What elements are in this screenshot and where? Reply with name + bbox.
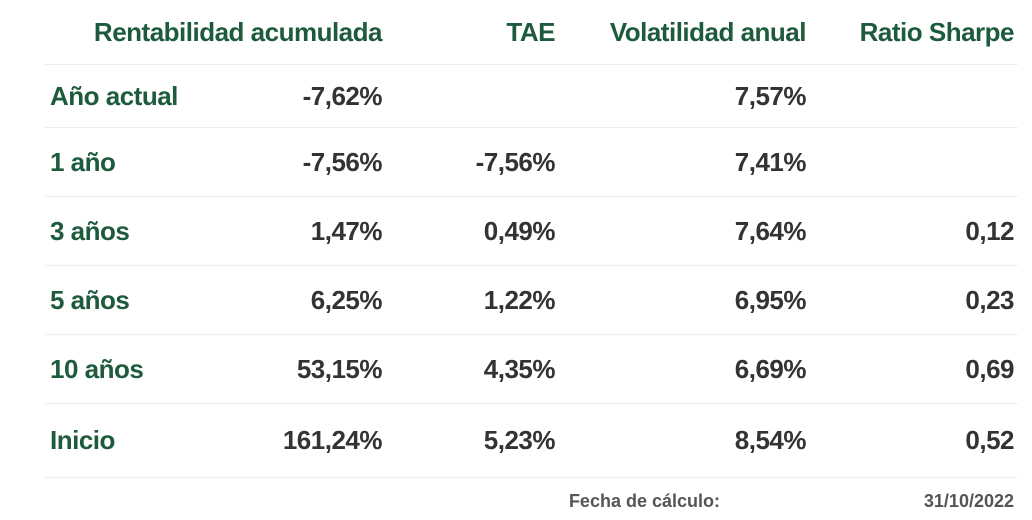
tae-value: -7,56% xyxy=(475,146,556,177)
cumulative-return-value: 161,24% xyxy=(282,425,383,455)
period-label: Inicio xyxy=(50,425,115,455)
tae-value: 0,49% xyxy=(483,215,556,246)
header-tae: TAE xyxy=(506,16,555,47)
annual-volatility-value: 6,95% xyxy=(734,284,807,315)
period-label: Año actual xyxy=(50,80,178,111)
table-row: 3 años 1,47% 0,49% 7,64% 0,12 xyxy=(44,197,1018,266)
table-footer: Fecha de cálculo: 31/10/2022 xyxy=(44,486,1018,516)
table-header-row: Rentabilidad acumulada TAE Volatilidad a… xyxy=(44,0,1018,65)
annual-volatility-value: 7,57% xyxy=(734,80,807,111)
tae-value: 4,35% xyxy=(483,353,556,384)
period-label: 1 año xyxy=(50,146,116,177)
cumulative-return-value: -7,56% xyxy=(302,146,383,177)
annual-volatility-value: 7,41% xyxy=(734,146,807,177)
cumulative-return-value: 1,47% xyxy=(310,215,383,246)
sharpe-ratio-value: 0,12 xyxy=(965,215,1014,246)
header-annual-volatility: Volatilidad anual xyxy=(609,16,807,47)
period-label: 10 años xyxy=(50,353,144,384)
sharpe-ratio-value: 0,69 xyxy=(965,353,1014,384)
table-row: Inicio 161,24% 5,23% 8,54% 0,52 xyxy=(44,404,1018,478)
calculation-date-label: Fecha de cálculo: xyxy=(568,490,720,511)
annual-volatility-value: 6,69% xyxy=(734,353,807,384)
tae-value: 5,23% xyxy=(483,425,556,455)
table-row: Año actual -7,62% 7,57% xyxy=(44,65,1018,128)
header-cumulative-return: Rentabilidad acumulada xyxy=(93,16,383,47)
sharpe-ratio-value: 0,23 xyxy=(965,284,1014,315)
period-label: 3 años xyxy=(50,215,130,246)
returns-table: Rentabilidad acumulada TAE Volatilidad a… xyxy=(44,0,1018,478)
cumulative-return-value: 6,25% xyxy=(310,284,383,315)
table-row: 5 años 6,25% 1,22% 6,95% 0,23 xyxy=(44,266,1018,335)
cumulative-return-value: -7,62% xyxy=(302,80,383,111)
period-label: 5 años xyxy=(50,284,130,315)
table-row: 10 años 53,15% 4,35% 6,69% 0,69 xyxy=(44,335,1018,404)
tae-value: 1,22% xyxy=(483,284,556,315)
table-row: 1 año -7,56% -7,56% 7,41% xyxy=(44,128,1018,197)
calculation-date: 31/10/2022 xyxy=(923,490,1014,511)
sharpe-ratio-value: 0,52 xyxy=(965,425,1014,455)
annual-volatility-value: 8,54% xyxy=(734,425,807,455)
header-sharpe-ratio: Ratio Sharpe xyxy=(859,16,1015,47)
cumulative-return-value: 53,15% xyxy=(296,353,383,384)
annual-volatility-value: 7,64% xyxy=(734,215,807,246)
